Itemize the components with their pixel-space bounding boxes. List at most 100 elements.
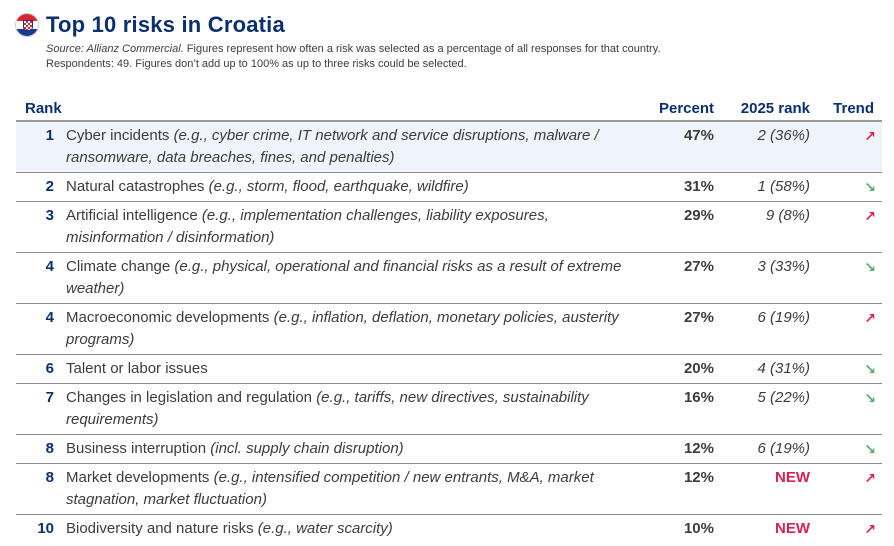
trend-cell: ↗	[818, 463, 882, 515]
trend-down-arrow-icon: ↘	[864, 390, 876, 406]
previous-rank: 6 (19%)	[722, 303, 818, 355]
previous-rank: 2 (36%)	[722, 121, 818, 173]
trend-cell: ↗	[818, 515, 882, 544]
table-row: 2 Natural catastrophes (e.g., storm, floo…	[16, 172, 882, 202]
trend-down-arrow-icon: ↘	[864, 361, 876, 377]
risk-rank: 8	[16, 463, 60, 515]
risk-percent: 16%	[646, 383, 722, 435]
subtitle-line-2: Respondents: 49. Figures don’t add up to…	[46, 58, 467, 70]
risk-examples: (incl. supply chain disruption)	[210, 440, 404, 457]
table-row: 7 Changes in legislation and regulation (…	[16, 383, 882, 435]
risks-table: Rank Percent 2025 rank Trend 1 Cyber inci…	[16, 96, 882, 543]
new-badge: NEW	[775, 520, 810, 537]
risk-name: Climate change	[66, 258, 175, 275]
trend-up-arrow-icon: ↗	[864, 128, 876, 144]
trend-cell: ↘	[818, 434, 882, 464]
risk-rank: 6	[16, 354, 60, 384]
risk-percent: 10%	[683, 520, 714, 537]
risk-description: Changes in legislation and regulation (e…	[60, 383, 646, 435]
risk-rank: 4	[16, 303, 60, 355]
risk-percent: 12%	[646, 463, 722, 515]
table-row: 1 Cyber incidents (e.g., cyber crime, IT …	[16, 121, 882, 173]
risk-rank: 8	[16, 434, 60, 464]
risk-name: Changes in legislation and regulation	[66, 389, 317, 406]
risk-description: Biodiversity and nature risks (e.g., wat…	[60, 515, 646, 544]
risk-examples: (e.g., implementation challenges, liabil…	[66, 207, 549, 246]
trend-up-arrow-icon: ↗	[864, 310, 876, 326]
column-header-percent: Percent	[646, 96, 722, 122]
column-header-rank: Rank	[16, 96, 646, 122]
risk-name: Macroeconomic developments	[66, 309, 274, 326]
trend-cell: ↘	[818, 252, 882, 304]
table-row: 4 Climate change (e.g., physical, operati…	[16, 252, 882, 304]
risk-examples: (e.g., storm, flood, earthquake, wildfir…	[208, 178, 469, 195]
risk-name: Market developments	[66, 469, 214, 486]
trend-cell: ↘	[818, 383, 882, 435]
risk-rank: 1	[16, 121, 60, 173]
risk-description: Business interruption (incl. supply chai…	[60, 434, 646, 464]
previous-rank: 9 (8%)	[722, 201, 818, 253]
trend-cell: ↗	[818, 121, 882, 173]
table-row: 3 Artificial intelligence (e.g., implemen…	[16, 201, 882, 253]
risk-percent: 27%	[646, 252, 722, 304]
risk-rank: 7	[16, 383, 60, 435]
previous-rank: 6 (19%)	[722, 434, 818, 464]
trend-cell: ↗	[818, 201, 882, 253]
risk-examples: (e.g., inflation, deflation, monetary po…	[66, 309, 619, 348]
table-row: 10 Biodiversity and nature risks (e.g., w…	[16, 515, 882, 544]
risk-description: Cyber incidents (e.g., cyber crime, IT n…	[60, 121, 646, 173]
risk-name: Biodiversity and nature risks	[66, 520, 258, 537]
risk-name: Natural catastrophes	[66, 178, 209, 195]
risk-percent: 47%	[646, 121, 722, 173]
subtitle: Source: Allianz Commercial. Figures repr…	[46, 42, 894, 72]
table-row: 6 Talent or labor issues 20% 4 (31%) ↘	[16, 354, 882, 384]
risk-name: Talent or labor issues	[66, 360, 208, 377]
table-row: 8 Business interruption (incl. supply cha…	[16, 434, 882, 464]
page-title: Top 10 risks in Croatia	[46, 12, 285, 37]
risk-name: Business interruption	[66, 440, 211, 457]
table-body: 1 Cyber incidents (e.g., cyber crime, IT …	[16, 121, 882, 543]
risk-examples: (e.g., tariffs, new directives, sustaina…	[66, 389, 589, 428]
risk-name: Artificial intelligence	[66, 207, 202, 224]
risk-percent: 29%	[646, 201, 722, 253]
previous-rank: 1 (58%)	[722, 172, 818, 202]
risk-percent: 12%	[646, 434, 722, 464]
table-row: 8 Market developments (e.g., intensified …	[16, 463, 882, 515]
subtitle-line-1: Source: Allianz Commercial. Figures repr…	[46, 42, 894, 57]
risk-description: Market developments (e.g., intensified c…	[60, 463, 646, 515]
trend-up-arrow-icon: ↗	[864, 470, 876, 486]
trend-up-arrow-icon: ↗	[864, 208, 876, 224]
new-badge: NEW	[722, 463, 818, 515]
column-header-2025-rank: 2025 rank	[722, 96, 818, 122]
header: Top 10 risks in Croatia Source: Allianz …	[16, 12, 894, 72]
description-text: Figures represent how often a risk was s…	[183, 43, 661, 55]
risk-percent: 20%	[646, 354, 722, 384]
risk-examples: (e.g., physical, operational and financi…	[66, 258, 622, 297]
risk-description: Natural catastrophes (e.g., storm, flood…	[60, 172, 646, 202]
risk-description: Climate change (e.g., physical, operatio…	[60, 252, 646, 304]
risk-name: Cyber incidents	[66, 127, 174, 144]
risk-examples: (e.g., water scarcity)	[257, 520, 393, 537]
trend-down-arrow-icon: ↘	[864, 179, 876, 195]
previous-rank: 4 (31%)	[722, 354, 818, 384]
risk-description: Artificial intelligence (e.g., implement…	[60, 201, 646, 253]
previous-rank: 3 (33%)	[722, 252, 818, 304]
risk-percent: 27%	[646, 303, 722, 355]
risk-percent: 31%	[646, 172, 722, 202]
previous-rank: 5 (22%)	[722, 383, 818, 435]
trend-up-arrow-icon: ↗	[864, 521, 876, 537]
risk-rank: 2	[16, 172, 60, 202]
risk-description: Talent or labor issues	[60, 354, 646, 384]
trend-down-arrow-icon: ↘	[864, 259, 876, 275]
column-header-trend: Trend	[818, 96, 882, 122]
risk-examples: (e.g., intensified competition / new ent…	[66, 469, 594, 508]
risk-rank: 4	[16, 252, 60, 304]
trend-cell: ↗	[818, 303, 882, 355]
trend-cell: ↘	[818, 172, 882, 202]
risk-description: Macroeconomic developments (e.g., inflat…	[60, 303, 646, 355]
risk-examples: (e.g., cyber crime, IT network and servi…	[66, 127, 599, 166]
title-row: Top 10 risks in Croatia	[16, 12, 894, 38]
table-row: 4 Macroeconomic developments (e.g., infla…	[16, 303, 882, 355]
table-header-row: Rank Percent 2025 rank Trend	[16, 96, 882, 122]
risk-rank: 10	[37, 520, 54, 537]
